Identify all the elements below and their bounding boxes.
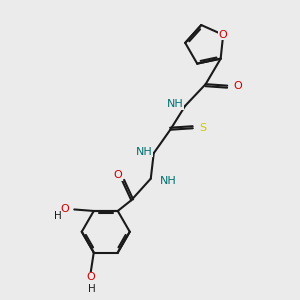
Text: O: O: [113, 170, 122, 180]
Text: NH: NH: [167, 99, 184, 109]
Text: O: O: [219, 30, 227, 40]
Text: O: O: [60, 205, 69, 214]
Text: O: O: [234, 81, 243, 91]
Text: H: H: [54, 211, 62, 221]
Text: NH: NH: [160, 176, 176, 186]
Text: S: S: [199, 123, 206, 133]
Text: O: O: [86, 272, 95, 282]
Text: NH: NH: [136, 147, 152, 157]
Text: H: H: [88, 284, 96, 293]
